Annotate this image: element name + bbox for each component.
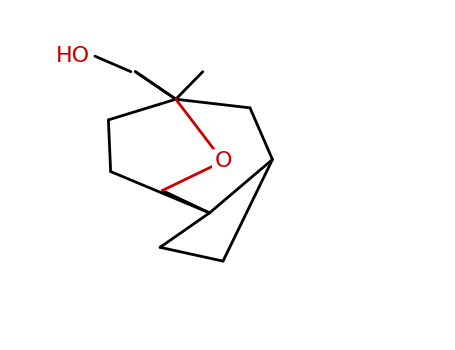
Text: O: O xyxy=(214,151,232,171)
Text: HO: HO xyxy=(56,46,91,66)
